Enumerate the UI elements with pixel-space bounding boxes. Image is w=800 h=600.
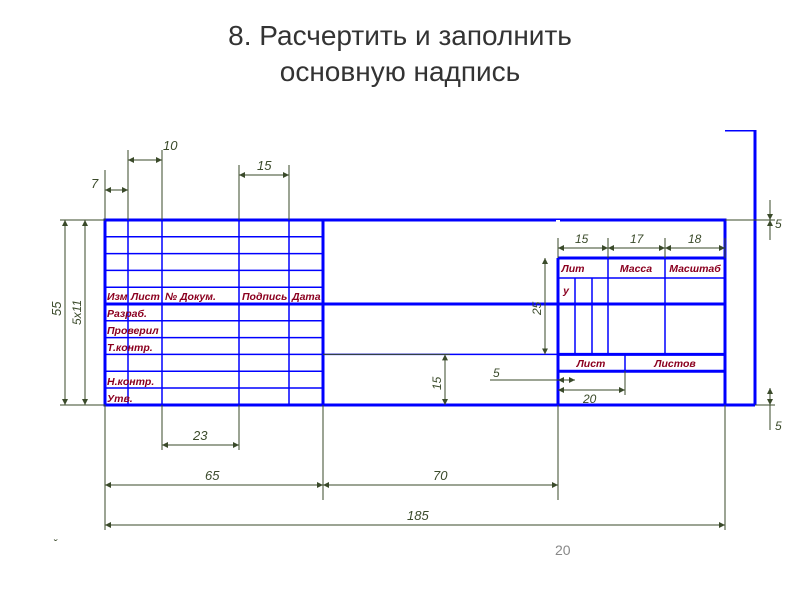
lbl-list: Лист xyxy=(130,291,160,303)
dim-70: 70 xyxy=(433,468,448,483)
dim-20: 20 xyxy=(582,392,597,406)
dim-5rt: 5 xyxy=(775,217,782,231)
page-number: 20 xyxy=(555,542,571,558)
lbl-list2: Лист xyxy=(576,358,606,370)
dim-55: 55 xyxy=(49,301,64,316)
lbl-masshtab: Масштаб xyxy=(669,263,721,275)
dim-15-top: 15 xyxy=(257,158,272,173)
dim-15i: 15 xyxy=(430,376,444,390)
cell-labels: Изм Лист № Докум. Подпись Дата Разраб. П… xyxy=(107,263,721,405)
dimensions: 7 10 15 23 65 70 185 55 xyxy=(49,138,782,530)
dim-15r: 15 xyxy=(575,232,589,246)
lbl-proveril: Проверил xyxy=(107,325,159,337)
drawing-canvas: Изм Лист № Докум. Подпись Дата Разраб. П… xyxy=(45,130,785,560)
lbl-data: Дата xyxy=(291,291,321,303)
dim-65: 65 xyxy=(205,468,220,483)
axis-hint: ˇ xyxy=(53,537,58,551)
lbl-lit: Лит xyxy=(561,263,585,275)
title-line-1: 8. Расчертить и заполнить xyxy=(228,20,572,51)
slide-title: 8. Расчертить и заполнить основную надпи… xyxy=(0,0,800,91)
lbl-tkontr: Т.контр. xyxy=(107,342,153,354)
dim-23: 23 xyxy=(192,428,208,443)
dim-18: 18 xyxy=(688,232,702,246)
lbl-podpis: Подпись xyxy=(242,291,287,303)
title-block-diagram: Изм Лист № Докум. Подпись Дата Разраб. П… xyxy=(45,130,785,560)
dim-5rb: 5 xyxy=(775,419,782,433)
lbl-razrab: Разраб. xyxy=(107,308,147,320)
dim-5x11: 5x11 xyxy=(70,300,84,325)
lbl-utv: Утв. xyxy=(107,393,133,405)
dim-185: 185 xyxy=(407,508,429,523)
dim-7: 7 xyxy=(91,176,99,191)
dim-5i: 5 xyxy=(493,366,500,380)
lbl-izm: Изм xyxy=(107,291,128,303)
dim-17: 17 xyxy=(630,232,645,246)
dim-25: 25 xyxy=(530,301,544,316)
lbl-u: у xyxy=(562,285,570,297)
lbl-massa: Масса xyxy=(620,263,652,275)
lbl-listov: Листов xyxy=(653,358,696,370)
dim-10: 10 xyxy=(163,138,178,153)
title-line-2: основную надпись xyxy=(280,56,521,87)
lbl-nkontr: Н.контр. xyxy=(107,376,154,388)
lbl-ndokum: № Докум. xyxy=(165,291,216,303)
